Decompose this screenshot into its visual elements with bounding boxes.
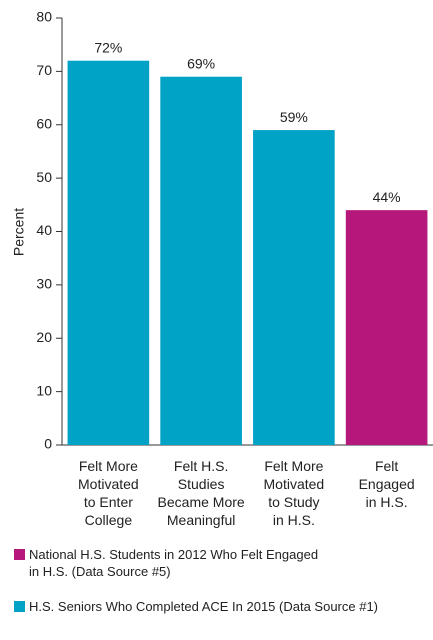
legend-label: H.S. Seniors Who Completed ACE In 2015 (… (29, 599, 379, 614)
y-tick-label: 80 (36, 9, 52, 25)
value-label: 72% (94, 39, 122, 55)
y-tick-label: 70 (36, 62, 52, 78)
value-label: 59% (280, 109, 308, 125)
x-tick-label: Felt H.S. Studies Became More Meaningful (157, 458, 245, 528)
value-label: 69% (187, 55, 215, 71)
bar (253, 130, 335, 445)
y-tick-label: 60 (36, 115, 52, 131)
bar (160, 76, 242, 446)
y-tick-label: 10 (36, 382, 52, 398)
x-tick-label: Felt Engaged in H.S. (358, 458, 415, 510)
y-axis-label: Percent (11, 208, 27, 256)
legend-label: National H.S. Students in 2012 Who Felt … (29, 547, 319, 579)
y-tick-label: 30 (36, 276, 52, 292)
value-label: 44% (373, 189, 401, 205)
y-tick-label: 40 (36, 222, 52, 238)
y-tick-label: 0 (44, 436, 52, 452)
legend-entry: National H.S. Students in 2012 Who Felt … (14, 546, 318, 580)
legend-entry: H.S. Seniors Who Completed ACE In 2015 (… (14, 598, 378, 615)
bar (67, 60, 150, 445)
x-tick-label: Felt More Motivated to Study in H.S. (263, 458, 325, 528)
y-tick-label: 50 (36, 169, 52, 185)
bar (345, 210, 428, 445)
y-tick-label: 20 (36, 329, 52, 345)
legend-swatch (14, 601, 25, 612)
x-tick-label: Felt More Motivated to Enter College (78, 458, 139, 528)
legend-swatch (14, 549, 25, 560)
